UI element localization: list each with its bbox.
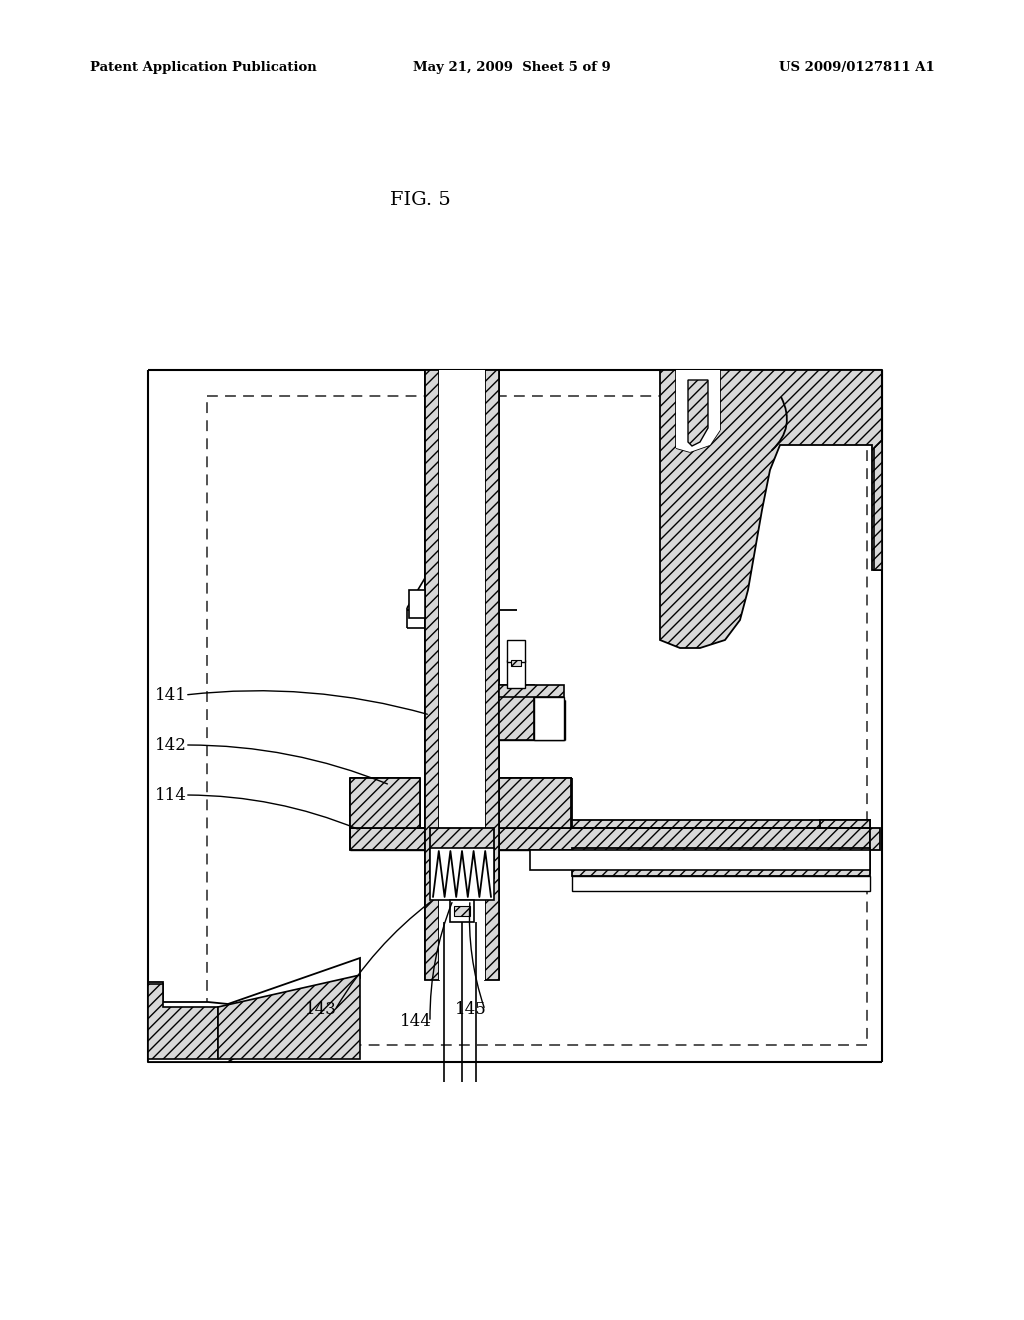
Bar — [820, 820, 870, 861]
Bar — [507, 640, 525, 663]
Bar — [511, 660, 521, 667]
Bar — [425, 598, 499, 978]
Bar — [530, 820, 870, 850]
Bar — [499, 685, 534, 741]
Text: 145: 145 — [455, 1002, 486, 1019]
Bar — [534, 697, 564, 741]
Bar — [572, 876, 870, 891]
Text: 114: 114 — [155, 787, 186, 804]
Bar — [350, 828, 870, 850]
Text: 141: 141 — [155, 686, 186, 704]
Text: 143: 143 — [305, 1002, 337, 1019]
Bar — [499, 777, 571, 828]
Bar — [530, 850, 870, 870]
Polygon shape — [148, 958, 360, 1063]
Bar — [870, 828, 880, 850]
Bar — [425, 370, 499, 385]
Bar — [830, 858, 870, 873]
Bar — [425, 370, 439, 610]
Polygon shape — [688, 380, 708, 446]
Bar — [507, 660, 525, 688]
Bar — [454, 906, 470, 916]
Text: US 2009/0127811 A1: US 2009/0127811 A1 — [779, 62, 935, 74]
Bar — [430, 847, 494, 900]
Polygon shape — [148, 983, 218, 1059]
Bar — [439, 370, 485, 605]
Polygon shape — [874, 440, 882, 570]
Text: FIG. 5: FIG. 5 — [389, 191, 451, 209]
Bar — [450, 900, 474, 921]
Bar — [425, 370, 439, 979]
Text: 142: 142 — [155, 737, 186, 754]
Bar — [430, 828, 494, 878]
Bar — [485, 370, 499, 610]
Text: Patent Application Publication: Patent Application Publication — [90, 62, 316, 74]
Bar — [350, 777, 420, 828]
Text: 144: 144 — [400, 1014, 432, 1031]
Text: May 21, 2009  Sheet 5 of 9: May 21, 2009 Sheet 5 of 9 — [413, 62, 611, 74]
Polygon shape — [660, 370, 882, 648]
Bar — [439, 370, 485, 979]
Polygon shape — [676, 370, 720, 451]
Bar — [572, 847, 870, 876]
Bar — [409, 590, 425, 618]
Polygon shape — [218, 975, 360, 1059]
Bar — [485, 370, 499, 979]
Bar — [499, 685, 564, 697]
